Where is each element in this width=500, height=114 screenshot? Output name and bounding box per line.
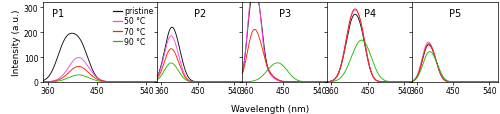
Text: P5: P5 — [449, 9, 461, 19]
Text: P4: P4 — [364, 9, 376, 19]
Y-axis label: Intensity (a.u.): Intensity (a.u.) — [12, 10, 21, 76]
Text: P3: P3 — [279, 9, 291, 19]
Text: P2: P2 — [194, 9, 206, 19]
Legend: pristine, 50 °C, 70 °C, 90 °C: pristine, 50 °C, 70 °C, 90 °C — [113, 7, 154, 46]
Text: P1: P1 — [52, 9, 64, 19]
Text: Wavelength (nm): Wavelength (nm) — [231, 104, 309, 113]
